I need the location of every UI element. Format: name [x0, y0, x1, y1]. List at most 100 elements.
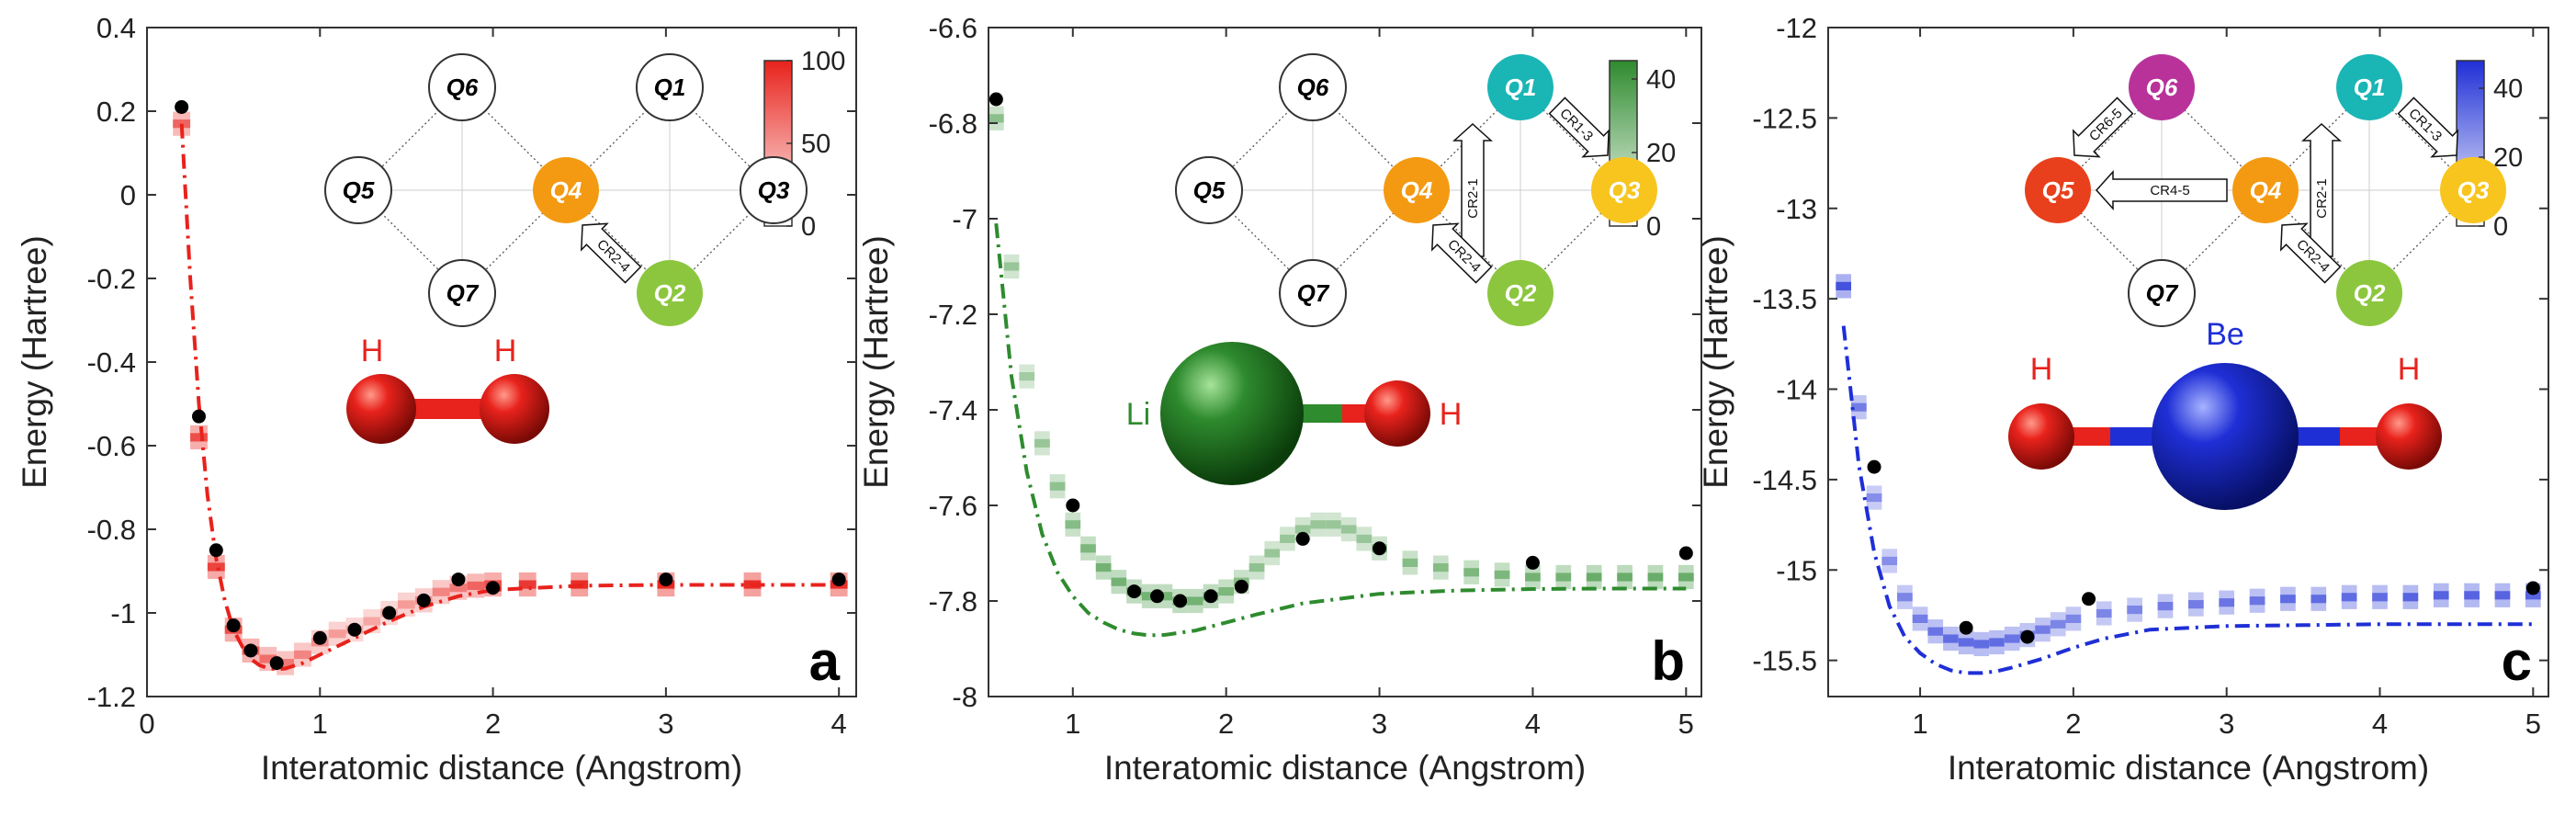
y-axis-label: Energy (Hartree) [857, 235, 895, 489]
histogram-cell-core [467, 581, 485, 591]
atom-h [2008, 403, 2074, 470]
histogram-cell-core [518, 580, 537, 589]
y-tick-label: 0.4 [96, 12, 136, 44]
x-tick-label: 1 [1912, 708, 1927, 740]
histogram-cell-core [989, 114, 1004, 123]
measured-point [1127, 584, 1142, 599]
colorbar-tick-label: 0 [2493, 212, 2508, 242]
exact-energy-curve [994, 223, 1687, 638]
histogram-cell-core [1157, 592, 1173, 601]
measured-point [1295, 531, 1310, 546]
gate-arrow-shape [2095, 170, 2228, 210]
qubit-node [2129, 54, 2195, 120]
qubit-label: Q6 [446, 74, 479, 101]
measured-point [1867, 459, 1881, 474]
histogram-cell-core [1034, 438, 1050, 448]
y-tick-label: -1.2 [87, 681, 136, 713]
x-tick-label: 3 [1372, 708, 1387, 740]
histogram-cell-core [432, 587, 450, 596]
atom-label: H [2030, 352, 2053, 387]
histogram-cell-core [1494, 570, 1510, 579]
qubit-label: Q2 [654, 279, 686, 307]
histogram-cell-core [328, 629, 346, 639]
histogram-cell-core [2464, 591, 2480, 600]
qubit-node [740, 156, 808, 224]
atom-li [1160, 342, 1304, 485]
measured-point [2020, 629, 2035, 644]
measured-point [659, 572, 673, 587]
measured-point [269, 656, 284, 671]
histogram-cell-core [1049, 482, 1066, 491]
histogram-cell-core [2157, 602, 2174, 611]
measured-point [451, 572, 466, 587]
atom-label: H [361, 334, 384, 368]
y-tick-label: -7.2 [929, 299, 977, 331]
y-tick-label: -15 [1776, 554, 1817, 586]
qubit-label: Q3 [758, 176, 790, 204]
qubit-node [324, 156, 392, 224]
measured-point [486, 581, 501, 595]
panel-label: c [2502, 630, 2532, 692]
measured-point [989, 92, 1003, 107]
measured-point [1373, 541, 1387, 556]
histogram-cell-core [2402, 593, 2419, 602]
histogram-cell-core [2127, 605, 2142, 615]
histogram-cell-core [1326, 520, 1341, 529]
x-tick-label: 4 [2372, 708, 2388, 740]
y-tick-label: -0.8 [87, 514, 136, 546]
histogram-cell-core [1851, 402, 1867, 412]
histogram-cell-core [1095, 563, 1112, 572]
qubit-label: Q2 [2354, 279, 2386, 307]
atom-h [346, 374, 416, 444]
histogram-cell-core [2525, 591, 2541, 600]
measured-point [1525, 555, 1540, 570]
axes-box [1827, 27, 2549, 697]
histogram-cell-core [1065, 520, 1081, 529]
histogram-cell-core [449, 584, 468, 593]
histogram-cell-core [1080, 544, 1096, 553]
x-axis-label: Interatomic distance (Angstrom) [261, 749, 742, 787]
x-tick-label: 2 [1218, 708, 1234, 740]
x-tick-label: 2 [2065, 708, 2081, 740]
qubit-label: Q1 [654, 74, 686, 101]
histogram-cell-core [1218, 587, 1235, 596]
qubit-node [2336, 260, 2402, 326]
measured-point [347, 622, 362, 637]
qubit-node [1279, 259, 1347, 327]
panel-label: b [1651, 630, 1685, 692]
measured-point [1173, 594, 1188, 608]
atom-label: H [1440, 397, 1463, 432]
gate-arrow-shape [1430, 222, 1493, 284]
measured-point [2082, 592, 2096, 606]
qubit-label: Q2 [1505, 279, 1537, 307]
histogram-cell-core [1881, 556, 1898, 566]
y-tick-label: -12 [1776, 12, 1817, 44]
histogram-cell-core [1943, 634, 1959, 643]
qubit-node [1175, 156, 1243, 224]
histogram-cell-core [1019, 372, 1035, 381]
histogram-cell-core [2433, 591, 2449, 600]
gate-arrow-shape [1548, 96, 1610, 158]
y-axis-label: Energy (Hartree) [1697, 235, 1734, 489]
histogram-cell-core [1586, 572, 1602, 582]
qubit-node [636, 53, 704, 121]
histogram-cell-core [1340, 525, 1357, 534]
histogram-cell-core [1836, 281, 1852, 290]
colorbar-tick-label: 40 [1646, 65, 1676, 95]
y-tick-label: -7 [952, 203, 977, 235]
y-tick-label: -15.5 [1752, 645, 1817, 677]
panel-b: 1 2 3 4 5 -6.6 -6.8 -7 -7.2 -7.4 -7.6 -7.8 -8 Interat… [857, 12, 1702, 787]
atom-h [480, 374, 549, 444]
measured-point [243, 643, 258, 658]
measured-point [1678, 546, 1693, 561]
histogram-cell-core [1310, 520, 1327, 529]
qubit-label: Q5 [1193, 176, 1226, 204]
histogram-cell-core [1897, 593, 1913, 602]
qubit-node [428, 259, 496, 327]
qubit-node [533, 157, 599, 223]
histogram-cell-core [1248, 563, 1265, 572]
x-tick-label: 4 [831, 708, 847, 740]
histogram-cell-core [294, 650, 311, 660]
histogram-cell-core [190, 433, 208, 442]
